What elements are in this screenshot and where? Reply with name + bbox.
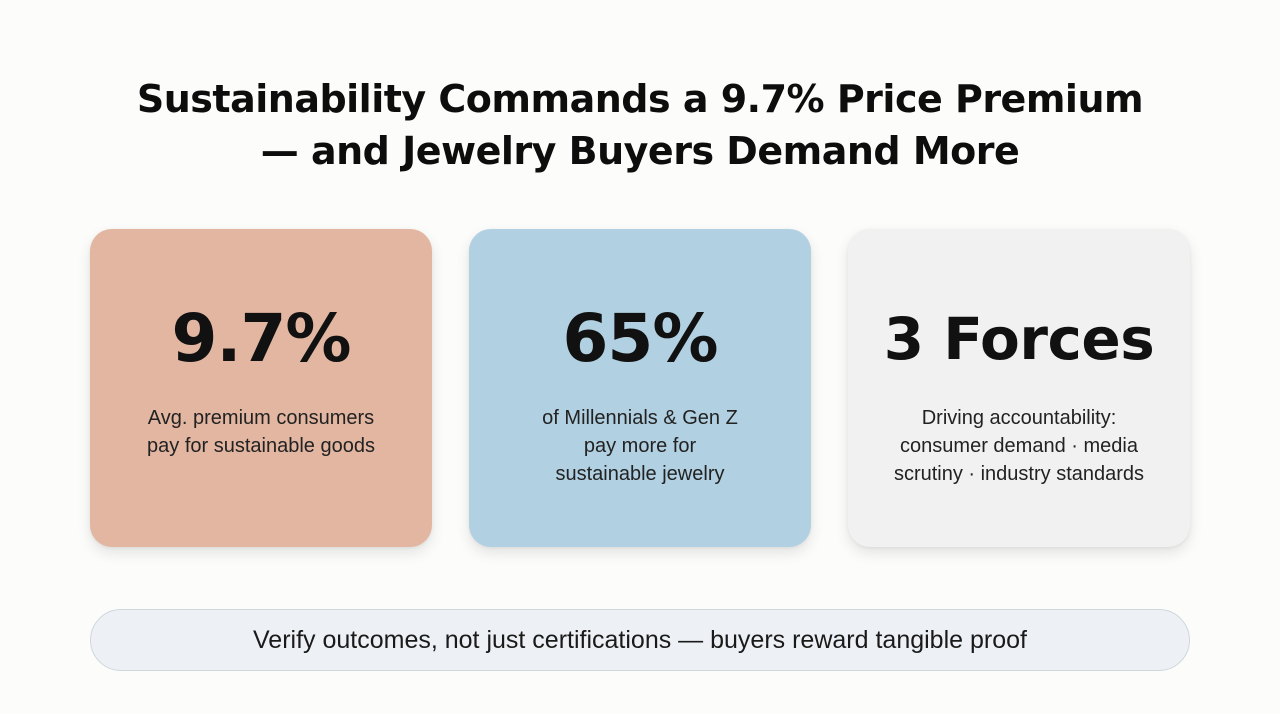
stat-card-millennials-genz: 65% of Millennials & Gen Z pay more for …: [469, 229, 811, 547]
stat-card-three-forces: 3 Forces Driving accountability: consume…: [848, 229, 1190, 547]
description-line: sustainable jewelry: [555, 463, 725, 485]
description-line: pay more for: [583, 435, 697, 457]
stat-card-price-premium: 9.7% Avg. premium consumers pay for sust…: [90, 229, 432, 547]
description-line: pay for sustainable goods: [147, 435, 375, 457]
slide-title: Sustainability Commands a 9.7% Price Pre…: [40, 73, 1240, 177]
stat-value: 65%: [562, 300, 719, 377]
stat-description: Driving accountability: consumer demand …: [868, 404, 1170, 488]
description-line: Avg. premium consumers: [147, 407, 375, 429]
stat-value: 3 Forces: [883, 305, 1155, 373]
description-line: of Millennials & Gen Z: [542, 407, 738, 429]
takeaway-banner: Verify outcomes, not just certifications…: [90, 609, 1190, 671]
description-line: scrutiny · industry standards: [893, 463, 1145, 485]
description-line: consumer demand · media: [900, 435, 1138, 457]
stat-description: of Millennials & Gen Z pay more for sust…: [489, 404, 791, 488]
stat-cards: 9.7% Avg. premium consumers pay for sust…: [90, 229, 1190, 547]
title-line: Sustainability Commands a 9.7% Price Pre…: [136, 77, 1144, 122]
stat-description: Avg. premium consumers pay for sustainab…: [110, 404, 412, 460]
description-line: Driving accountability:: [921, 407, 1117, 429]
title-line: — and Jewelry Buyers Demand More: [260, 129, 1020, 174]
stat-value: 9.7%: [171, 300, 351, 377]
